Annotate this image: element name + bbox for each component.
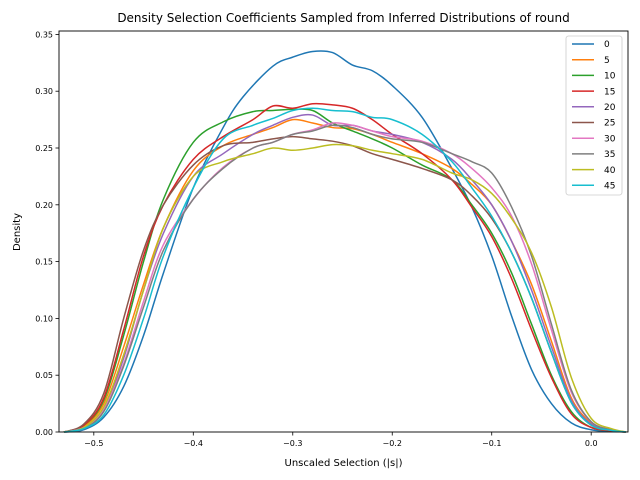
y-tick-label: 0.05: [35, 371, 53, 380]
y-tick-label: 0.20: [35, 201, 53, 210]
y-tick-label: 0.35: [35, 30, 53, 39]
y-tick-label: 0.25: [35, 144, 53, 153]
chart-title: Density Selection Coefficients Sampled f…: [117, 11, 569, 25]
y-axis: 0.00 0.05 0.10 0.15 0.20 0.25 0.30 0.35: [35, 30, 59, 437]
legend-label-40: 40: [604, 166, 616, 176]
legend-label-30: 30: [604, 134, 616, 144]
x-tick-label: −0.4: [184, 439, 203, 448]
legend-label-0: 0: [604, 40, 610, 50]
legend-label-45: 45: [604, 182, 615, 192]
y-tick-label: 0.30: [35, 87, 53, 96]
legend-label-35: 35: [604, 150, 615, 160]
y-axis-label: Density: [12, 213, 23, 251]
series-line-5: [63, 118, 627, 433]
legend-label-25: 25: [604, 119, 615, 129]
legend-label-20: 20: [604, 103, 616, 113]
series-line-45: [63, 107, 627, 433]
series-line-10: [63, 108, 627, 433]
axes-frame: [58, 30, 629, 433]
y-tick-label: 0.15: [35, 258, 53, 267]
x-axis-label: Unscaled Selection (|s|): [285, 458, 403, 469]
series-line-40: [63, 143, 627, 433]
x-tick-label: −0.3: [283, 439, 302, 448]
x-tick-label: −0.5: [84, 439, 103, 448]
y-tick-label: 0.10: [35, 314, 53, 323]
series-line-30: [63, 122, 627, 433]
x-axis: −0.5 −0.4 −0.3 −0.2 −0.1 0.0: [84, 432, 598, 448]
legend-label-10: 10: [604, 72, 616, 82]
series-line-35: [63, 124, 627, 433]
x-tick-label: −0.1: [482, 439, 501, 448]
series-layer: [63, 50, 627, 433]
legend: 0 5 10 15 20 25 30 35 40 45: [565, 35, 623, 196]
series-line-15: [63, 102, 627, 433]
legend-label-5: 5: [604, 56, 610, 66]
x-tick-label: −0.2: [383, 439, 402, 448]
series-line-0: [63, 50, 627, 433]
y-tick-label: 0.00: [35, 428, 53, 437]
x-tick-label: 0.0: [585, 439, 598, 448]
legend-label-15: 15: [604, 87, 615, 97]
